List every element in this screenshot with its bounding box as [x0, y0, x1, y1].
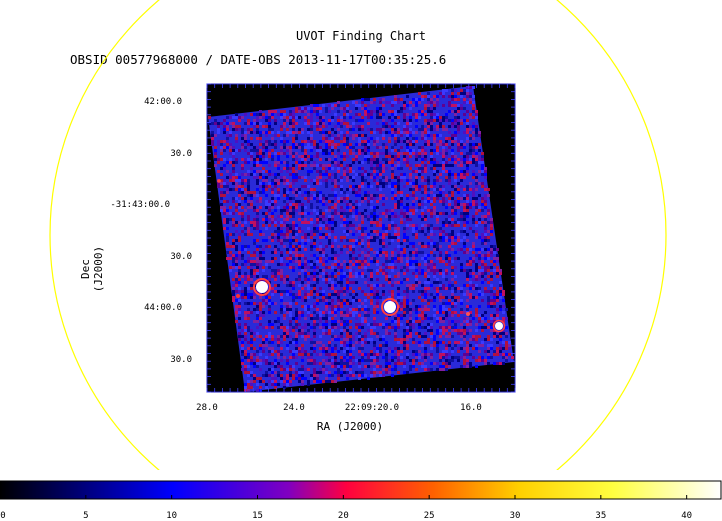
colorbar-tick-label: 0	[0, 511, 6, 521]
chart-title: UVOT Finding Chart	[295, 29, 427, 43]
source-1	[256, 281, 268, 293]
frame-ticks	[206, 83, 516, 393]
colorbar-tick-label: 5	[83, 511, 89, 521]
colorbar-tick-label: 25	[423, 511, 435, 521]
dec-axis-label: Dec (J2000)	[79, 245, 105, 293]
search-region-circle	[49, 0, 667, 470]
source-6	[217, 179, 221, 183]
ra-tick-0: 28.0	[196, 403, 218, 413]
finding-chart-image	[49, 0, 667, 470]
dec-tick-3: 30.0	[170, 252, 192, 262]
ra-tick-2: 22:09:20.0	[344, 403, 400, 413]
dec-tick-5: 30.0	[170, 355, 192, 365]
colorbar-gradient	[0, 480, 722, 500]
noise-pixels	[208, 86, 514, 392]
colorbar-tick-label: 20	[337, 511, 349, 521]
ra-tick-1: 24.0	[283, 403, 305, 413]
colorbar-ticks	[0, 495, 688, 499]
colorbar-tick-label: 15	[252, 511, 263, 521]
colorbar-tick-label: 40	[681, 511, 693, 521]
chart-subtitle: OBSID 00577968000 / DATE-OBS 2013-11-17T…	[70, 52, 447, 67]
bright-sources	[217, 179, 506, 333]
dec-tick-4: 44:00.0	[144, 303, 182, 313]
colorbar-tick-label: 30	[509, 511, 521, 521]
dec-tick-2: -31:43:00.0	[110, 200, 170, 210]
dec-tick-1: 30.0	[170, 149, 192, 159]
source-2	[384, 301, 396, 313]
colorbar	[0, 480, 722, 500]
ra-axis-label: RA (J2000)	[316, 420, 384, 433]
colorbar-tick-label: 10	[166, 511, 178, 521]
source-4	[236, 294, 240, 298]
source-3	[495, 322, 503, 330]
colorbar-tick-label: 35	[595, 511, 607, 521]
dec-tick-0: 42:00.0	[144, 97, 182, 107]
ra-tick-3: 16.0	[460, 403, 482, 413]
source-5	[466, 312, 470, 316]
